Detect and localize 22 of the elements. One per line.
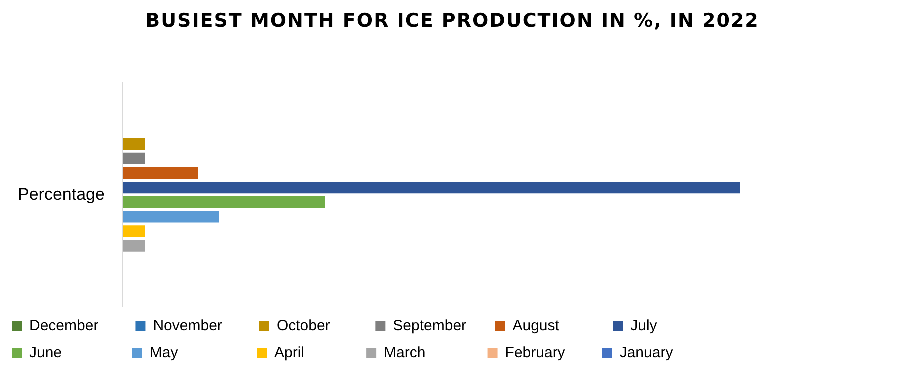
bar xyxy=(122,240,146,252)
legend-label: June xyxy=(30,344,120,362)
legend-label: November xyxy=(153,318,248,335)
legend-label: March xyxy=(384,344,476,362)
legend-label: February xyxy=(505,344,590,362)
legend-label: April xyxy=(274,344,355,362)
bar xyxy=(122,226,146,238)
bar xyxy=(122,211,220,223)
bar xyxy=(122,182,740,194)
bar xyxy=(122,138,146,150)
legend-label: December xyxy=(30,318,124,335)
bar xyxy=(122,167,198,180)
y-tick-label: Percentage xyxy=(18,184,105,204)
legend-label: October xyxy=(276,318,364,335)
legend-label: September xyxy=(393,318,484,335)
legend-label: July xyxy=(630,318,716,335)
legend-label: January xyxy=(620,344,707,362)
bar xyxy=(122,152,146,165)
bar xyxy=(122,196,326,208)
legend-label: May xyxy=(150,344,245,362)
chart-title: BUSIEST MONTH FOR ICE PRODUCTION IN %, IN 2022 xyxy=(144,10,760,32)
legend-label: August xyxy=(512,318,602,335)
